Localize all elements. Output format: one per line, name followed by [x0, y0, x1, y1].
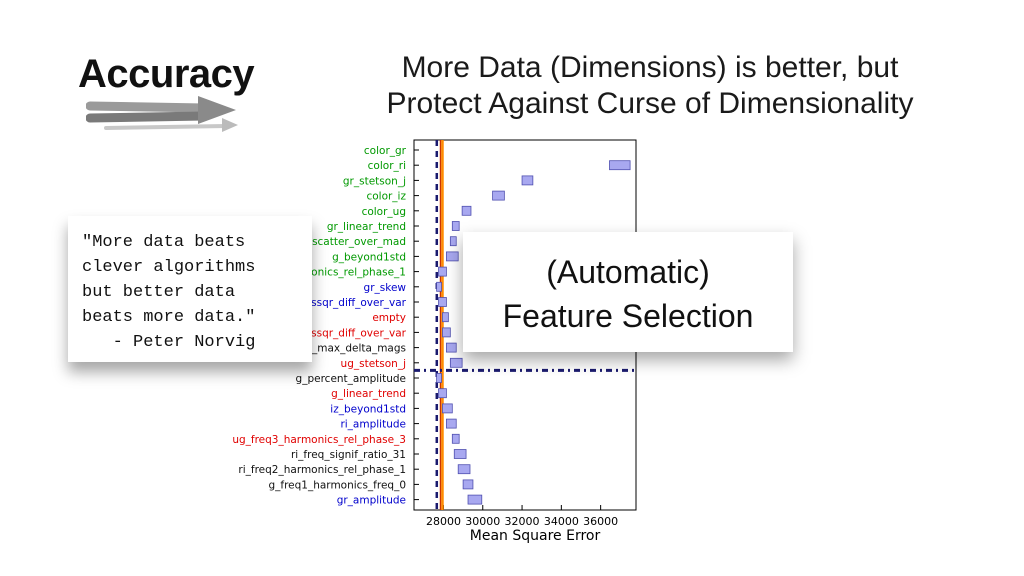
- quote-line-2: clever algorithms: [82, 258, 256, 277]
- norvig-quote-card: "More data beats clever algorithms but b…: [68, 216, 312, 362]
- y-tick-label: g_linear_trend: [331, 388, 406, 400]
- x-tick-label: 36000: [583, 515, 618, 528]
- y-tick-label: scatter_over_mad: [312, 236, 406, 248]
- feature-bar: [462, 479, 474, 490]
- y-tick-label: g_freq1_harmonics_freq_0: [268, 479, 406, 491]
- feature-bar: [438, 388, 447, 399]
- y-tick-label: gr_amplitude: [337, 495, 406, 507]
- y-tick-label: gr_skew: [364, 282, 407, 294]
- y-tick-label: iz_beyond1std: [330, 403, 406, 415]
- y-tick-label: g_beyond1std: [332, 251, 406, 263]
- feature-bar: [436, 281, 442, 292]
- feature-bar: [492, 190, 505, 201]
- quote-line-1: "More data beats: [82, 233, 246, 252]
- feature-selection-callout: (Automatic) Feature Selection: [463, 232, 793, 352]
- x-tick-label: 32000: [505, 515, 540, 528]
- feature-bar: [446, 418, 457, 429]
- feature-bar: [457, 464, 471, 475]
- double-arrow-icon: [86, 96, 238, 132]
- callout-line-1: (Automatic): [546, 254, 710, 290]
- quote-line-3: but better data: [82, 283, 236, 302]
- x-tick-label: 28000: [426, 515, 461, 528]
- slide-subtitle: More Data (Dimensions) is better, but Pr…: [330, 50, 970, 122]
- feature-bar: [438, 297, 447, 307]
- y-tick-label: g_percent_amplitude: [296, 373, 406, 385]
- feature-bar: [442, 312, 449, 323]
- feature-bar: [451, 221, 460, 231]
- y-tick-label: gr_stetson_j: [343, 175, 406, 187]
- quote-line-5: - Peter Norvig: [82, 333, 256, 352]
- feature-bar: [467, 494, 483, 505]
- y-tick-label: ug_stetson_j: [341, 358, 406, 370]
- y-tick-label: empty: [372, 312, 406, 324]
- feature-bar: [609, 160, 631, 171]
- feature-bar: [442, 403, 453, 414]
- x-tick-label: 30000: [465, 515, 500, 528]
- y-tick-label: color_ug: [362, 206, 406, 218]
- y-tick-label: color_iz: [366, 191, 406, 203]
- subtitle-line-2: Protect Against Curse of Dimensionality: [386, 87, 914, 120]
- slide-heading: Accuracy: [78, 52, 255, 96]
- callout-line-2: Feature Selection: [502, 298, 754, 334]
- y-tick-label: ri_amplitude: [340, 419, 406, 431]
- quote-line-4: beats more data.": [82, 308, 256, 327]
- y-tick-label: ssqr_diff_over_var: [311, 297, 407, 309]
- feature-bar: [446, 342, 457, 353]
- x-axis-label: Mean Square Error: [470, 528, 601, 544]
- feature-bar: [436, 373, 442, 383]
- y-tick-label: color_ri: [368, 160, 406, 172]
- feature-bar: [449, 357, 463, 368]
- y-tick-label: color_gr: [364, 145, 407, 157]
- y-tick-label: onics_rel_phase_1: [311, 267, 406, 279]
- feature-bar: [461, 205, 472, 216]
- feature-bar: [442, 327, 451, 338]
- y-tick-label: gr_linear_trend: [327, 221, 406, 233]
- feature-bar: [451, 433, 460, 444]
- feature-bar: [446, 251, 459, 262]
- y-tick-label: ri_freq2_harmonics_rel_phase_1: [238, 464, 406, 476]
- subtitle-line-1: More Data (Dimensions) is better, but: [401, 51, 899, 84]
- y-tick-label: _max_delta_mags: [311, 343, 406, 355]
- feature-bar: [438, 266, 447, 277]
- y-tick-label: ssqr_diff_over_var: [311, 327, 407, 339]
- y-tick-label: ug_freq3_harmonics_rel_phase_3: [232, 434, 406, 446]
- feature-bar: [449, 236, 457, 247]
- x-tick-label: 34000: [544, 515, 579, 528]
- feature-bar: [453, 449, 467, 459]
- y-tick-label: ri_freq_signif_ratio_31: [291, 449, 406, 461]
- feature-bar: [521, 175, 534, 186]
